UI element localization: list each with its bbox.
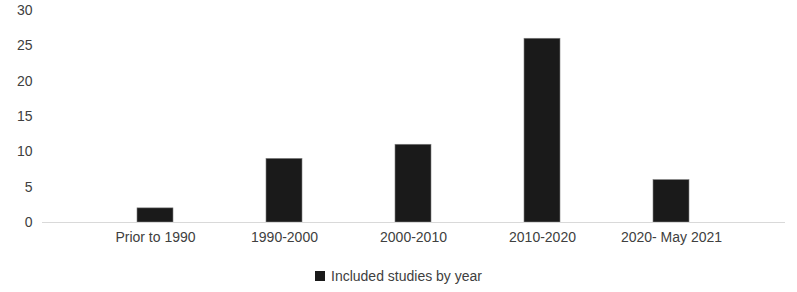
svg-text:20: 20: [17, 73, 33, 89]
svg-text:1990-2000: 1990-2000: [251, 229, 318, 245]
svg-text:Prior to 1990: Prior to 1990: [115, 229, 195, 245]
svg-text:2020- May 2021: 2020- May 2021: [621, 229, 722, 245]
svg-text:0: 0: [25, 214, 33, 230]
svg-text:10: 10: [17, 143, 33, 159]
svg-text:30: 30: [17, 2, 33, 18]
svg-text:15: 15: [17, 108, 33, 124]
html-text:Included studies by year: Included studies by year: [331, 268, 482, 284]
svg-text:2010-2020: 2010-2020: [509, 229, 576, 245]
svg-text:25: 25: [17, 37, 33, 53]
svg-text:2000-2010: 2000-2010: [380, 229, 447, 245]
svg-text:5: 5: [25, 179, 33, 195]
